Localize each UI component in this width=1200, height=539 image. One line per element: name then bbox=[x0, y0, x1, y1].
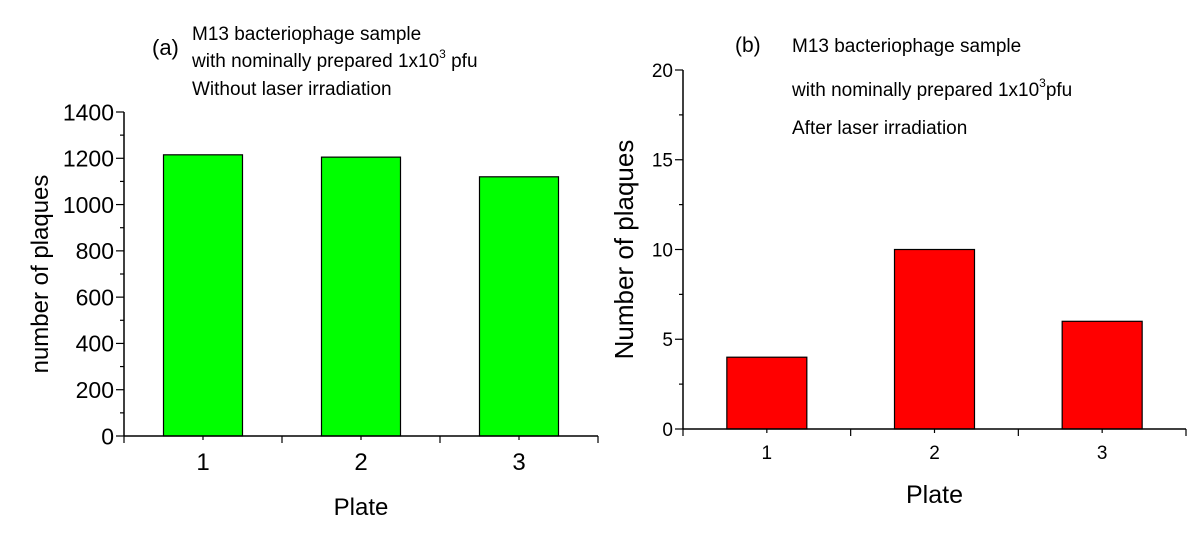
panel-b-annotation-line3: After laser irradiation bbox=[792, 118, 967, 139]
chart-panel-a: 0 200 400 600 800 1000 1200 1400 1 2 3 Plate number … bbox=[27, 99, 599, 521]
panel-b-y-tick-label: 5 bbox=[662, 330, 673, 351]
panel-a-y-tick-label: 1000 bbox=[63, 192, 114, 218]
panel-a-bar-2 bbox=[320, 156, 402, 437]
panel-a-y-tick-label: 400 bbox=[76, 331, 114, 357]
panel-b-x-tick-label: 3 bbox=[1097, 443, 1108, 464]
panel-b-x-tick-label: 1 bbox=[762, 443, 773, 464]
panel-a-y-tick-label: 0 bbox=[101, 423, 114, 449]
panel-a-bar-3 bbox=[478, 176, 560, 437]
panel-b-annotation-line2-sup: 3 bbox=[1039, 76, 1046, 90]
panel-a-annotation-line2: with nominally prepared 1x103 pfu bbox=[191, 47, 478, 72]
panel-a-bar-1 bbox=[162, 154, 244, 437]
panel-a-x-tick-label: 1 bbox=[196, 449, 209, 476]
panel-a-y-tick-label: 200 bbox=[76, 377, 114, 403]
panel-b-annotation-line2-post: pfu bbox=[1046, 80, 1072, 101]
panel-a-x-tick-label: 3 bbox=[512, 449, 525, 476]
panel-a-label: (a) bbox=[152, 35, 179, 60]
panel-a-y-tick-label: 600 bbox=[76, 284, 114, 310]
panel-a-x-tick-label: 2 bbox=[354, 449, 367, 476]
panel-b-y-tick-label: 0 bbox=[662, 420, 673, 441]
panel-b-bar-2 bbox=[893, 248, 976, 430]
panel-b-y-axis-title: Number of plaques bbox=[609, 140, 639, 360]
panel-a-annotation-line2-post: pfu bbox=[446, 51, 478, 72]
panel-a-y-tick-label: 1400 bbox=[63, 99, 114, 125]
panel-a-y-tick-label: 800 bbox=[76, 238, 114, 264]
panel-b-bar-1 bbox=[726, 356, 808, 430]
panel-b-y-tick-label: 15 bbox=[652, 151, 673, 172]
panel-a-y-tick-label: 1200 bbox=[63, 146, 114, 172]
panel-a-x-axis-title: Plate bbox=[334, 494, 389, 521]
panel-a-annotation-line3: Without laser irradiation bbox=[192, 79, 392, 100]
panel-b-bar-3 bbox=[1061, 320, 1143, 430]
panel-b-annotation-line2: with nominally prepared 1x103pfu bbox=[791, 76, 1072, 101]
panel-a-annotation-line2-pre: with nominally prepared 1x10 bbox=[191, 51, 439, 72]
panel-b-x-tick-label: 2 bbox=[929, 443, 940, 464]
panel-a-annotation-line1: M13 bacteriophage sample bbox=[192, 24, 421, 45]
chart-panel-b: 0 5 10 15 20 1 2 3 Plate Number of plaques bbox=[609, 61, 1187, 509]
panel-b-x-axis-title: Plate bbox=[906, 481, 963, 509]
panel-b-y-tick-label: 10 bbox=[652, 240, 673, 261]
panel-b-y-tick-label: 20 bbox=[652, 61, 673, 82]
panel-b-annotation-line1: M13 bacteriophage sample bbox=[792, 36, 1021, 57]
panel-a-annotation-line2-sup: 3 bbox=[439, 47, 446, 61]
panel-b-annotation-line2-pre: with nominally prepared 1x10 bbox=[791, 80, 1039, 101]
panel-b-label: (b) bbox=[735, 34, 761, 57]
panel-a-y-axis-title: number of plaques bbox=[27, 175, 54, 374]
